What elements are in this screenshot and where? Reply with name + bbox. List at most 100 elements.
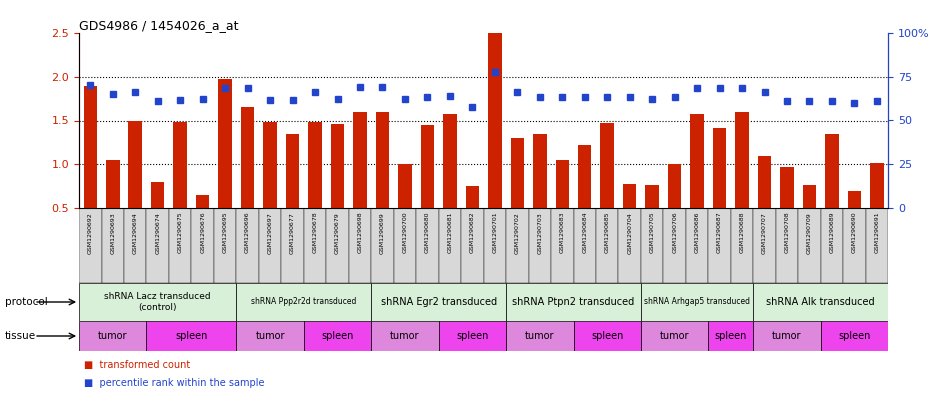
Bar [574,208,596,283]
Text: GSM1290685: GSM1290685 [604,212,610,253]
Text: GSM1290678: GSM1290678 [312,212,317,253]
Text: tumor: tumor [660,331,689,341]
Bar [645,185,658,252]
Bar [84,86,97,252]
Bar [420,125,434,252]
Bar [214,208,236,283]
Bar [259,208,281,283]
Bar [685,208,709,283]
Text: spleen: spleen [591,331,623,341]
Bar [712,127,726,252]
Bar [484,208,506,283]
Text: shRNA Ppp2r2d transduced: shRNA Ppp2r2d transduced [251,298,356,307]
Bar [79,321,147,351]
Bar [439,321,506,351]
Bar [466,186,479,252]
Text: GSM1290698: GSM1290698 [357,212,363,253]
Text: GSM1290675: GSM1290675 [178,212,182,253]
Bar [780,167,793,252]
Bar [236,283,371,321]
Text: GSM1290695: GSM1290695 [222,212,228,253]
Text: GSM1290686: GSM1290686 [695,212,699,253]
Bar [641,321,709,351]
Bar [376,112,389,252]
Text: GSM1290706: GSM1290706 [672,212,677,253]
Bar [304,321,371,351]
Text: GSM1290692: GSM1290692 [87,212,93,253]
Text: GSM1290689: GSM1290689 [830,212,834,253]
Bar [690,114,704,252]
Bar [241,107,254,252]
Bar [848,191,861,252]
Text: GSM1290702: GSM1290702 [515,212,520,253]
Text: shRNA Lacz transduced
(control): shRNA Lacz transduced (control) [104,292,211,312]
Text: GSM1290681: GSM1290681 [447,212,452,253]
Bar [596,208,618,283]
Bar [79,283,236,321]
Bar [192,208,214,283]
Text: GSM1290687: GSM1290687 [717,212,722,253]
Bar [196,195,209,252]
Bar [263,122,277,252]
Bar [506,283,641,321]
Text: GSM1290682: GSM1290682 [470,212,475,253]
Bar [371,283,506,321]
Bar [371,208,393,283]
Text: GSM1290680: GSM1290680 [425,212,430,253]
Bar [555,160,569,252]
Text: GSM1290700: GSM1290700 [403,212,407,253]
Bar [236,208,259,283]
Bar [147,208,169,283]
Text: ■  transformed count: ■ transformed count [84,360,190,370]
Bar [128,121,142,252]
Text: GDS4986 / 1454026_a_at: GDS4986 / 1454026_a_at [79,19,239,32]
Text: GSM1290674: GSM1290674 [155,212,160,253]
Text: GSM1290677: GSM1290677 [290,212,295,253]
Text: GSM1290704: GSM1290704 [627,212,632,253]
Text: GSM1290707: GSM1290707 [762,212,767,253]
Bar [731,208,753,283]
Bar [79,208,101,283]
Bar [439,208,461,283]
Text: GSM1290697: GSM1290697 [268,212,272,253]
Bar [349,208,371,283]
Text: spleen: spleen [457,331,488,341]
Text: tumor: tumor [391,331,419,341]
Bar [147,321,236,351]
Bar [641,283,753,321]
Bar [461,208,484,283]
Text: shRNA Alk transduced: shRNA Alk transduced [766,297,875,307]
Bar [798,208,820,283]
Text: tumor: tumor [98,331,127,341]
Text: GSM1290684: GSM1290684 [582,212,587,253]
Text: ■  percentile rank within the sample: ■ percentile rank within the sample [84,378,264,388]
Text: spleen: spleen [838,331,870,341]
Text: shRNA Arhgap5 transduced: shRNA Arhgap5 transduced [644,298,751,307]
Text: GSM1290676: GSM1290676 [200,212,206,253]
Text: GSM1290694: GSM1290694 [133,212,138,253]
Text: tumor: tumor [772,331,802,341]
Bar [663,208,685,283]
Bar [371,321,439,351]
Text: spleen: spleen [714,331,747,341]
Bar [511,138,525,252]
Bar [753,321,820,351]
Bar [709,321,753,351]
Bar [398,164,412,252]
Bar [736,112,749,252]
Bar [106,160,119,252]
Text: tumor: tumor [256,331,285,341]
Bar [124,208,147,283]
Bar [870,162,883,252]
Bar [623,184,636,252]
Text: GSM1290693: GSM1290693 [111,212,115,253]
Bar [641,208,663,283]
Text: GSM1290679: GSM1290679 [335,212,340,253]
Bar [173,122,187,252]
Bar [776,208,798,283]
Bar [326,208,349,283]
Text: GSM1290701: GSM1290701 [492,212,498,253]
Bar [331,124,344,252]
Bar [488,33,501,252]
Text: GSM1290690: GSM1290690 [852,212,857,253]
